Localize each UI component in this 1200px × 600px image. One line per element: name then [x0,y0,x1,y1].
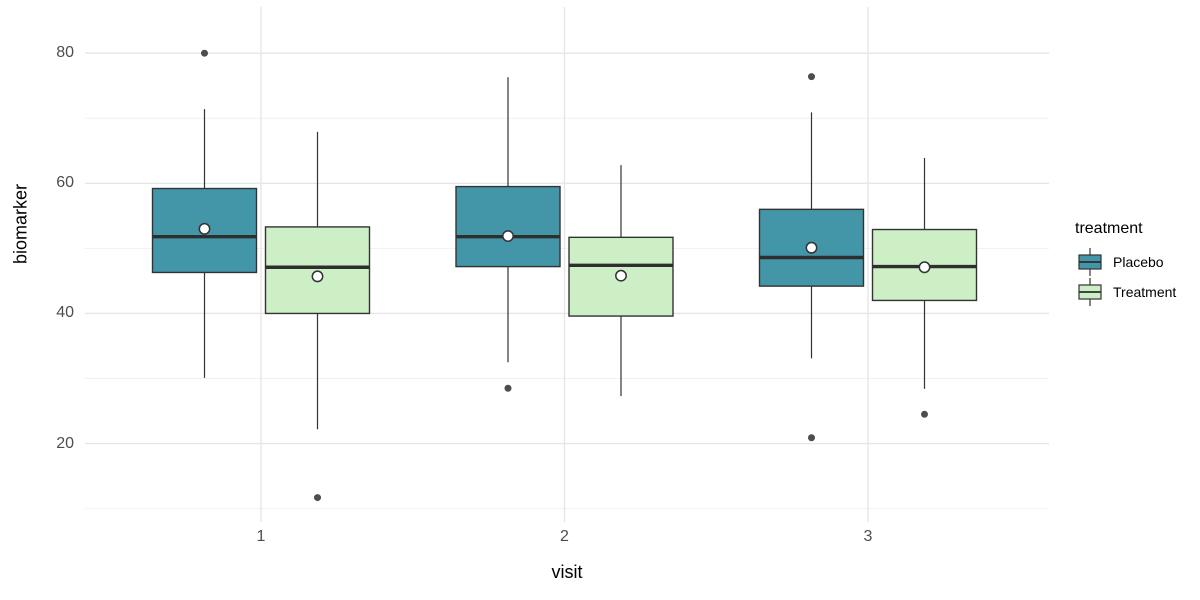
y-tick-label: 20 [56,434,74,452]
box-treatment-visit-1 [264,226,371,315]
x-tick-label: 3 [863,528,873,545]
legend-label: Placebo [1113,254,1164,270]
legend-item-placebo: Placebo [1075,247,1195,277]
x-tick-label: 2 [560,528,569,545]
mean-point-treatment-visit-3 [918,261,931,274]
box-placebo-visit-2 [455,185,561,268]
boxplot-key-icon [1078,248,1102,276]
y-tick-label: 60 [56,174,74,192]
boxplot-key-icon [1078,278,1102,306]
outlier-point-placebo-visit-3 [808,73,815,81]
boxplot-canvas [85,7,1049,522]
y-axis-tick-labels: 20 40 60 80 [0,0,74,600]
mean-point-placebo-visit-1 [198,222,211,235]
mean-point-placebo-visit-2 [502,230,514,242]
mean-point-placebo-visit-3 [805,241,818,254]
legend-label: Treatment [1113,284,1177,300]
plot-panel [85,7,1049,522]
mean-point-treatment-visit-1 [311,270,324,283]
outlier-point-placebo-visit-2 [504,384,512,392]
outlier-point-placebo-visit-3 [808,434,815,442]
outlier-point-treatment-visit-1 [314,494,321,502]
x-axis-tick-labels: 1 2 3 [0,528,1200,548]
legend-title: treatment [1075,220,1143,237]
outlier-point-placebo-visit-1 [201,49,208,57]
y-tick-label: 80 [56,44,74,62]
x-axis-title: visit [551,562,583,582]
x-tick-label: 1 [256,528,266,545]
mean-point-treatment-visit-2 [615,269,627,282]
legend: treatment Placebo Treatment [1075,220,1195,307]
legend-item-treatment: Treatment [1075,277,1195,307]
y-tick-label: 40 [56,304,74,322]
outlier-point-treatment-visit-3 [921,410,928,418]
